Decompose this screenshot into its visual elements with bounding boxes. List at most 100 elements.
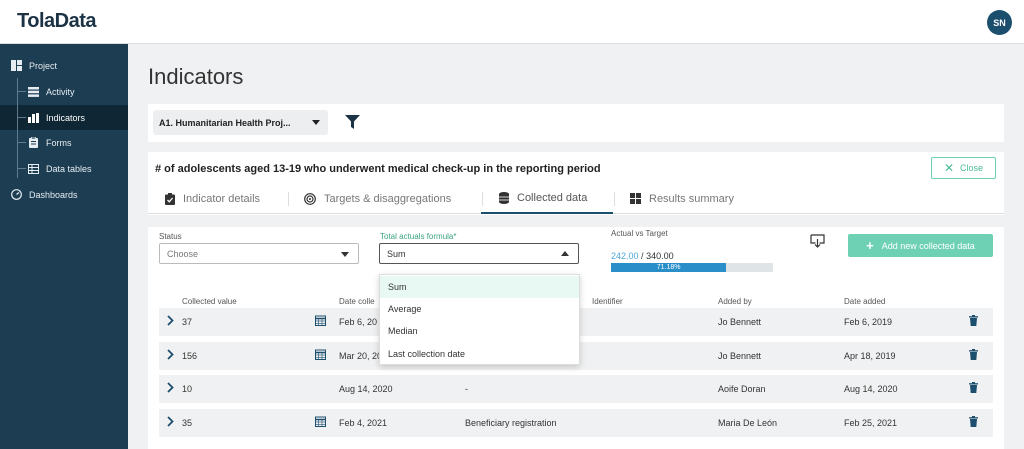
tab-results-summary[interactable]: Results summary: [630, 183, 734, 214]
value-separator: /: [641, 251, 647, 261]
close-button[interactable]: ✕ Close: [931, 157, 996, 179]
table-row[interactable]: 10 Aug 14, 2020 - Aoife Doran Aug 14, 20…: [159, 375, 993, 403]
chevron-down-icon: [341, 252, 349, 257]
sidebar-item-label: Activity: [46, 86, 75, 97]
column-header-identifier: Identifier: [592, 297, 623, 306]
tree-tick: [17, 168, 26, 169]
date-collected: Feb 6, 20: [339, 317, 378, 327]
tree-tick: [17, 117, 26, 118]
tab-separator: [288, 192, 289, 206]
target-icon: [304, 192, 316, 205]
sidebar-item-forms[interactable]: Forms: [28, 137, 72, 148]
chevron-right-icon[interactable]: [167, 416, 174, 429]
add-collected-data-button[interactable]: + Add new collected data: [848, 234, 993, 257]
calendar-icon: [315, 315, 326, 328]
column-header-date-added: Date added: [844, 297, 886, 306]
program-select[interactable]: A1. Humanitarian Health Proj...: [153, 110, 328, 135]
tab-targets-disaggregations[interactable]: Targets & disaggregations: [304, 183, 451, 214]
tree-tick: [17, 142, 26, 143]
status-select-value: Choose: [167, 248, 199, 259]
chevron-right-icon[interactable]: [167, 382, 174, 395]
clipboard-check-icon: [165, 192, 175, 205]
trash-icon[interactable]: [969, 315, 978, 328]
close-button-label: Close: [960, 163, 984, 173]
target-value: 340.00: [646, 251, 674, 261]
progress-fill: 71.18%: [611, 263, 727, 272]
user-avatar[interactable]: SN: [987, 10, 1012, 35]
sidebar-item-activity[interactable]: Activity: [28, 86, 75, 97]
actual-vs-target-value: 242.00 / 340.00: [611, 251, 674, 261]
added-by: Aoife Doran: [718, 384, 766, 394]
sidebar-item-dashboards[interactable]: Dashboards: [11, 189, 78, 200]
sidebar-item-data-tables[interactable]: Data tables: [28, 163, 92, 174]
bar-chart-icon: [28, 112, 39, 123]
download-icon[interactable]: [810, 234, 825, 253]
chevron-right-icon[interactable]: [167, 349, 174, 362]
dropdown-option-last-collection-date[interactable]: Last collection date: [388, 349, 466, 359]
tree-tick: [17, 91, 26, 92]
sidebar-item-indicators[interactable]: Indicators: [28, 112, 85, 123]
sidebar-item-label: Project: [29, 60, 58, 71]
app-logo[interactable]: TolaData: [17, 10, 96, 32]
tab-indicator-details[interactable]: Indicator details: [165, 183, 260, 214]
progress-bar: 71.18%: [611, 263, 773, 272]
column-header-added-by: Added by: [718, 297, 752, 306]
actual-vs-target-label: Actual vs Target: [611, 229, 668, 238]
dropdown-option-average[interactable]: Average: [388, 304, 422, 314]
dropdown-option-sum[interactable]: Sum: [380, 276, 579, 298]
sidebar-item-project[interactable]: Project: [11, 60, 57, 71]
trash-icon[interactable]: [969, 349, 978, 362]
sidebar-item-label: Forms: [46, 137, 72, 148]
sidebar: Project Activity Indicators Forms Data t…: [0, 44, 128, 449]
collected-value: 10: [182, 384, 193, 394]
trash-icon[interactable]: [969, 382, 978, 395]
column-header-collected-value: Collected value: [182, 297, 237, 306]
table-icon: [28, 163, 39, 174]
sidebar-item-label: Indicators: [46, 112, 86, 123]
sidebar-tree-line: [17, 78, 18, 178]
status-select[interactable]: Choose: [159, 243, 359, 264]
added-by: Jo Bennett: [718, 317, 762, 327]
tab-label: Collected data: [517, 191, 588, 204]
dashboard-icon: [11, 189, 22, 200]
date-collected: Feb 4, 2021: [339, 418, 388, 428]
dropdown-option-median[interactable]: Median: [388, 326, 418, 336]
sidebar-item-label: Data tables: [46, 163, 92, 174]
chevron-up-icon: [561, 251, 569, 256]
date-added: Aug 14, 2020: [844, 384, 898, 394]
date-added: Feb 25, 2021: [844, 418, 898, 428]
calendar-icon: [315, 349, 326, 362]
trash-icon[interactable]: [969, 416, 978, 429]
identifier: Beneficiary registration: [465, 418, 557, 428]
program-bar: A1. Humanitarian Health Proj...: [148, 104, 1004, 142]
status-label: Status: [159, 232, 182, 241]
collected-value: 156: [182, 351, 198, 361]
progress-percent: 71.18%: [656, 264, 681, 271]
actual-value: 242.00: [611, 251, 639, 261]
collected-value: 37: [182, 317, 193, 327]
clipboard-icon: [28, 137, 39, 148]
activity-icon: [28, 86, 39, 97]
main-content: Indicators A1. Humanitarian Health Proj.…: [128, 44, 1024, 449]
top-bar: TolaData SN: [0, 0, 1024, 44]
tab-separator: [482, 192, 483, 206]
identifier: -: [465, 384, 468, 394]
close-icon: ✕: [943, 161, 955, 175]
formula-select[interactable]: Sum: [379, 243, 579, 264]
calendar-icon: [315, 416, 326, 429]
filter-icon[interactable]: [345, 115, 360, 134]
date-collected: Mar 20, 2019: [339, 351, 393, 361]
page-title: Indicators: [148, 64, 244, 89]
added-by: Jo Bennett: [718, 351, 762, 361]
tab-collected-data[interactable]: Collected data: [481, 183, 613, 214]
tab-separator: [614, 192, 615, 206]
date-added: Apr 18, 2019: [844, 351, 896, 361]
chevron-right-icon[interactable]: [167, 315, 174, 328]
tab-label: Targets & disaggregations: [324, 192, 452, 205]
grid-icon: [630, 193, 641, 204]
collected-value: 35: [182, 418, 193, 428]
database-icon: [499, 191, 509, 204]
table-row[interactable]: 35 Feb 4, 2021 Beneficiary registration …: [159, 409, 993, 437]
project-icon: [11, 60, 22, 71]
indicator-title: # of adolescents aged 13-19 who underwen…: [155, 163, 601, 175]
